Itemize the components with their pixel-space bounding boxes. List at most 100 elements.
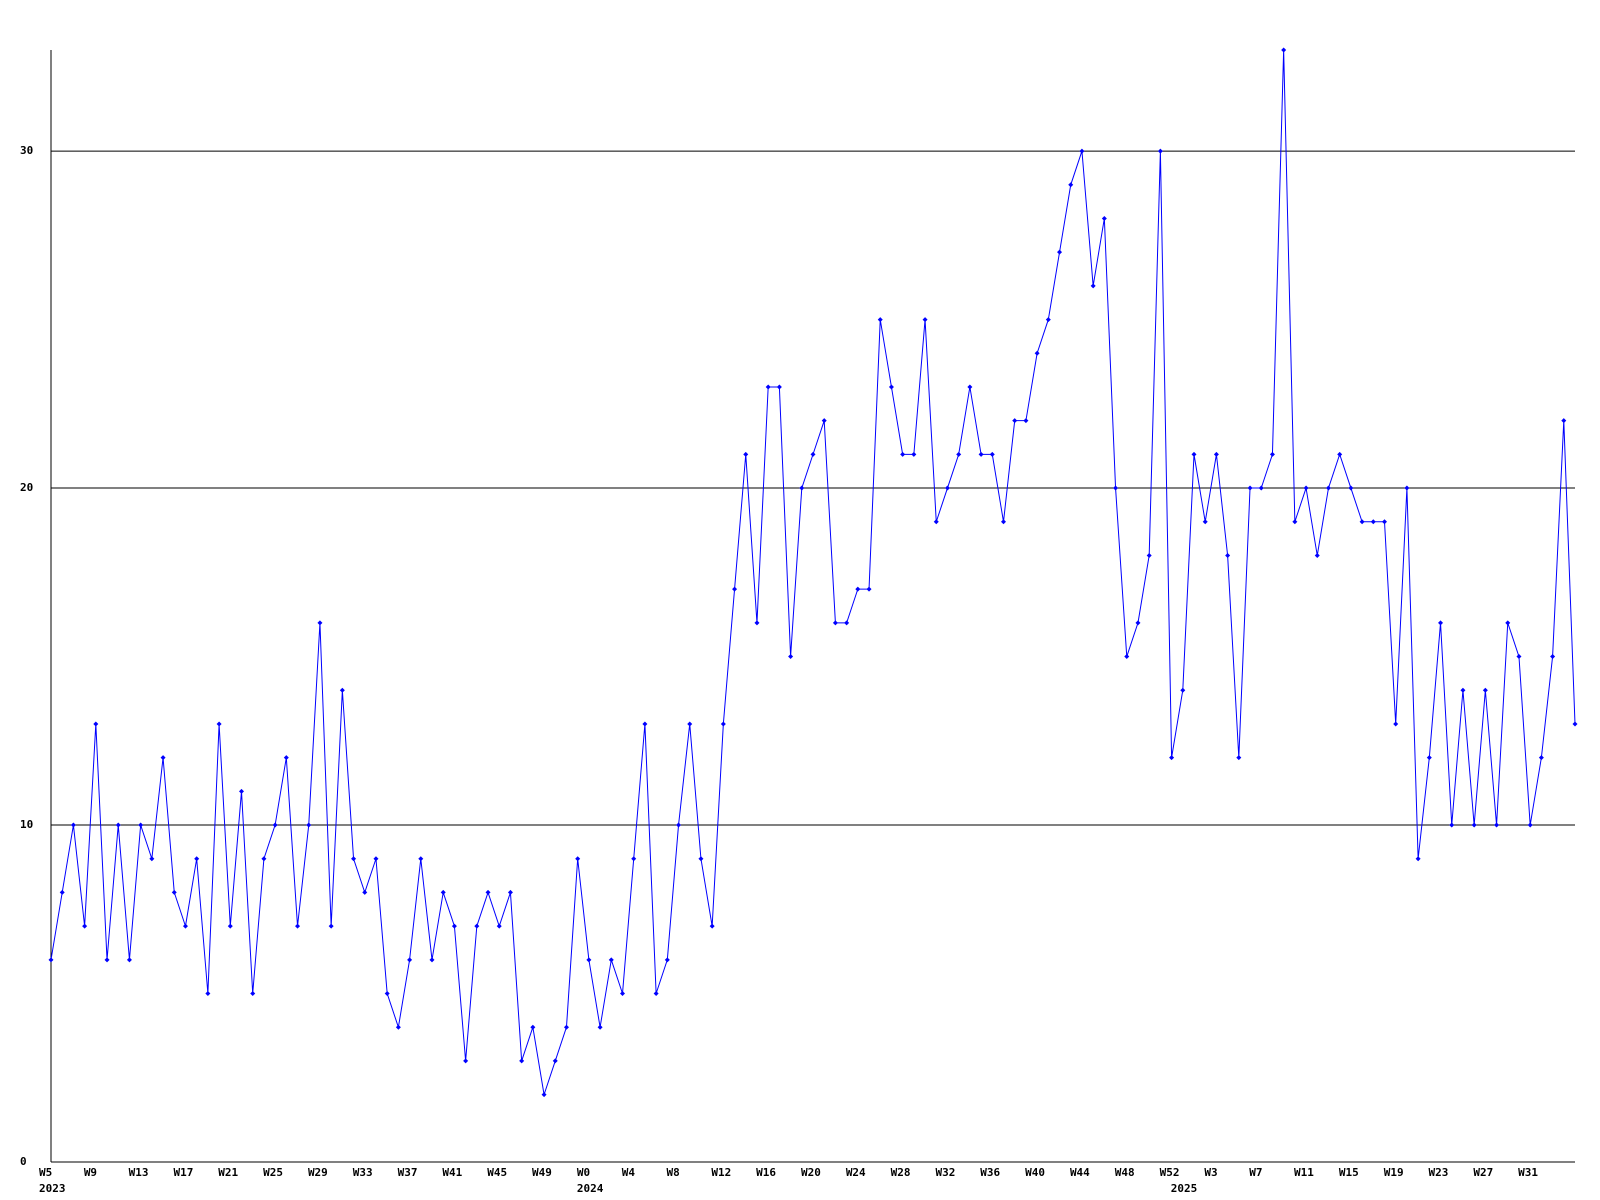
data-point: [429, 957, 435, 963]
data-point: [956, 451, 962, 457]
data-point: [250, 991, 256, 997]
data-point: [519, 1058, 525, 1064]
data-point: [698, 856, 704, 862]
data-point: [194, 856, 200, 862]
x-tick-label: W9: [84, 1166, 97, 1179]
x-tick-label: W7: [1249, 1166, 1262, 1179]
data-point: [463, 1058, 469, 1064]
data-point: [1001, 519, 1006, 525]
data-point: [373, 856, 379, 862]
x-tick-label: W27: [1473, 1166, 1493, 1179]
data-point: [1213, 451, 1219, 457]
data-point: [821, 418, 827, 424]
x-tick-label: W36: [980, 1166, 1000, 1179]
data-point: [1550, 654, 1556, 660]
data-point: [171, 889, 177, 895]
x-tick-label: W44: [1070, 1166, 1090, 1179]
data-point: [440, 889, 446, 895]
data-point: [1034, 350, 1040, 356]
data-point: [687, 721, 693, 727]
data-point: [844, 620, 850, 626]
data-point: [989, 451, 995, 457]
data-point: [227, 923, 233, 929]
data-point: [1057, 249, 1063, 255]
data-point: [608, 957, 614, 963]
data-point: [541, 1092, 547, 1098]
x-tick-label: W13: [129, 1166, 149, 1179]
data-point: [575, 856, 581, 862]
data-point: [877, 317, 883, 323]
x-tick-label: W41: [442, 1166, 462, 1179]
data-point: [418, 856, 424, 862]
data-point: [1370, 519, 1376, 525]
data-point: [339, 687, 345, 693]
data-point: [1281, 47, 1287, 53]
data-point: [866, 586, 872, 592]
data-point: [563, 1024, 569, 1030]
data-point: [1180, 687, 1186, 693]
data-point: [1045, 317, 1051, 323]
x-tick-label: W17: [173, 1166, 193, 1179]
data-point: [720, 721, 726, 727]
data-point: [306, 822, 312, 828]
data-point: [261, 856, 267, 862]
data-point: [1393, 721, 1399, 727]
data-point: [967, 384, 973, 390]
data-point: [160, 755, 166, 761]
data-point: [239, 788, 244, 794]
data-point: [900, 451, 906, 457]
x-tick-label: W52: [1160, 1166, 1180, 1179]
data-point: [395, 1024, 401, 1030]
data-point: [126, 957, 132, 963]
x-tick-label: W32: [935, 1166, 955, 1179]
data-point: [832, 620, 838, 626]
data-point: [1225, 552, 1231, 558]
x-tick-label: W45: [487, 1166, 507, 1179]
data-point: [384, 991, 390, 997]
x-tick-label: W15: [1339, 1166, 1359, 1179]
data-point: [653, 991, 659, 997]
data-point: [642, 721, 648, 727]
data-point: [1415, 856, 1421, 862]
x-tick-label: W29: [308, 1166, 328, 1179]
x-tick-label: W20: [801, 1166, 821, 1179]
x-tick-label: W33: [353, 1166, 373, 1179]
data-point: [1236, 755, 1242, 761]
data-point: [138, 822, 144, 828]
data-point: [451, 923, 457, 929]
x-tick-label: W5: [39, 1166, 52, 1179]
data-point: [1202, 519, 1208, 525]
data-point: [1124, 654, 1130, 660]
data-point: [1146, 552, 1152, 558]
data-point: [1404, 485, 1410, 491]
data-point: [776, 384, 782, 390]
data-point: [351, 856, 357, 862]
data-point: [496, 923, 502, 929]
x-tick-label: W16: [756, 1166, 776, 1179]
data-point: [1079, 148, 1085, 154]
data-point: [205, 991, 211, 997]
data-point: [1438, 620, 1444, 626]
data-point: [1314, 552, 1320, 558]
x-tick-label: W24: [846, 1166, 866, 1179]
x-tick-label: W0: [577, 1166, 590, 1179]
data-point: [48, 957, 54, 963]
data-point: [93, 721, 99, 727]
data-point: [1449, 822, 1455, 828]
data-point: [799, 485, 805, 491]
data-point: [1382, 519, 1387, 525]
data-point: [485, 889, 491, 895]
x-tick-label: W19: [1384, 1166, 1404, 1179]
data-point: [922, 317, 928, 323]
data-point: [295, 923, 301, 929]
data-point: [1337, 451, 1343, 457]
x-tick-label: W40: [1025, 1166, 1045, 1179]
data-point: [586, 957, 592, 963]
data-point: [104, 957, 110, 963]
x-tick-label: W37: [398, 1166, 418, 1179]
data-point: [597, 1024, 603, 1030]
data-point: [978, 451, 984, 457]
data-point: [1426, 755, 1432, 761]
year-label: 2024: [577, 1182, 604, 1195]
